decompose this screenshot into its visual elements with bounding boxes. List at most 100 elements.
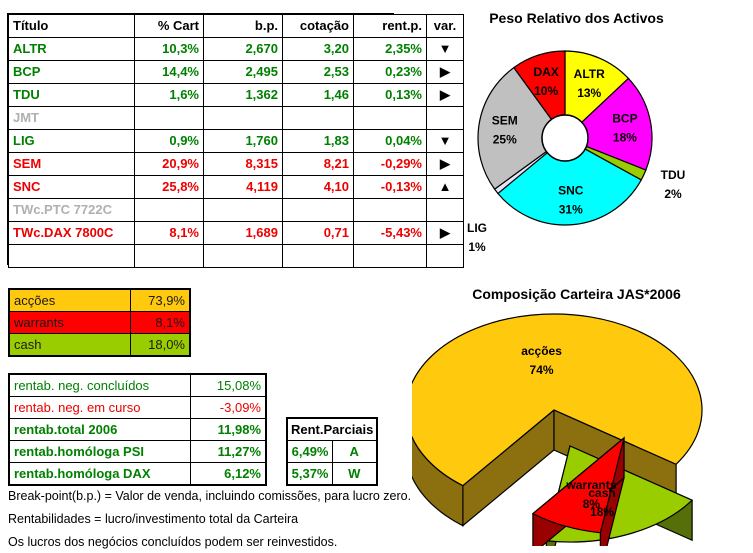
donut-label-value-dax: 10% bbox=[534, 84, 558, 98]
cell-break-point: 1,689 bbox=[203, 221, 283, 245]
donut-label-value-snc: 31% bbox=[559, 203, 583, 217]
allocation-table[interactable]: acções 73,9% warrants 8,1% cash 18,0% bbox=[8, 288, 191, 357]
cell-titulo: TDU bbox=[8, 83, 135, 107]
cell-rent-potencial bbox=[353, 106, 427, 130]
cell-titulo: ALTR bbox=[8, 37, 135, 61]
column-header-cotacao[interactable]: cotação bbox=[282, 14, 354, 38]
cell-titulo: SEM bbox=[8, 152, 135, 176]
cell-titulo bbox=[8, 244, 135, 268]
partial-return-value: 5,37% bbox=[286, 462, 333, 486]
returns-label: rentab.homóloga PSI bbox=[8, 440, 191, 463]
allocation-row[interactable]: warrants 8,1% bbox=[8, 311, 191, 334]
table-header-row: Título % Cart b.p. cotação rent.p. var. bbox=[8, 14, 464, 38]
cell-titulo: LIG bbox=[8, 129, 135, 153]
footnote-rentabilidades: Rentabilidades = lucro/investimento tota… bbox=[8, 512, 299, 526]
cell-percent-carteira: 10,3% bbox=[134, 37, 204, 61]
donut-slice-labels: ALTR 13% BCP 18% TDU 2% SNC 31% LIG 1% SEM 25% DAX 10… bbox=[467, 65, 685, 254]
table-row[interactable]: TWc.PTC 7722C bbox=[8, 198, 464, 222]
cell-cotacao bbox=[282, 244, 354, 268]
holdings-table[interactable]: Título % Cart b.p. cotação rent.p. var. … bbox=[8, 14, 464, 268]
table-row[interactable] bbox=[8, 244, 464, 268]
pie3d-label-value-warrants: 8% bbox=[583, 497, 601, 511]
cell-break-point: 2,495 bbox=[203, 60, 283, 84]
returns-label: rentab.total 2006 bbox=[8, 418, 191, 441]
cell-titulo: SNC bbox=[8, 175, 135, 199]
donut-label-value-sem: 25% bbox=[493, 132, 517, 146]
donut-label-value-altr: 13% bbox=[577, 86, 601, 100]
donut-label-name-snc: SNC bbox=[558, 184, 584, 198]
donut-label-name-bcp: BCP bbox=[612, 112, 637, 126]
returns-label: rentab.homóloga DAX bbox=[8, 462, 191, 486]
cell-break-point bbox=[203, 244, 283, 268]
partials-header-label: Rent.Parciais bbox=[286, 417, 378, 441]
cell-rent-potencial: 0,13% bbox=[353, 83, 427, 107]
cell-break-point: 4,119 bbox=[203, 175, 283, 199]
returns-row[interactable]: rentab.homóloga PSI 11,27% bbox=[8, 440, 267, 463]
cell-cotacao: 1,46 bbox=[282, 83, 354, 107]
cell-rent-potencial bbox=[353, 244, 427, 268]
cell-titulo: BCP bbox=[8, 60, 135, 84]
table-row[interactable]: ALTR 10,3% 2,670 3,20 2,35% ▼ bbox=[8, 37, 464, 61]
column-header-bp[interactable]: b.p. bbox=[203, 14, 283, 38]
donut-label-name-dax: DAX bbox=[533, 65, 558, 79]
table-row[interactable]: BCP 14,4% 2,495 2,53 0,23% ▶ bbox=[8, 60, 464, 84]
column-header-var[interactable]: var. bbox=[426, 14, 464, 38]
footnote-break-point: Break-point(b.p.) = Valor de venda, incl… bbox=[8, 489, 412, 503]
footnote-lucros: Os lucros dos negócios concluídos podem … bbox=[8, 535, 338, 549]
column-header-cart[interactable]: % Cart bbox=[134, 14, 204, 38]
returns-row[interactable]: rentab.total 2006 11,98% bbox=[8, 418, 267, 441]
pie3d-slice-top bbox=[412, 313, 703, 487]
pie3d-slice-warrants[interactable] bbox=[531, 436, 626, 546]
cell-rent-potencial: -0,13% bbox=[353, 175, 427, 199]
donut-label-name-tdu: TDU bbox=[661, 168, 686, 182]
table-row[interactable]: TDU 1,6% 1,362 1,46 0,13% ▶ bbox=[8, 83, 464, 107]
allocation-row[interactable]: acções 73,9% bbox=[8, 288, 191, 312]
cell-titulo: TWc.DAX 7800C bbox=[8, 221, 135, 245]
pie3d-chart-title: Composição Carteira JAS*2006 bbox=[472, 286, 681, 302]
allocation-label: warrants bbox=[8, 311, 131, 334]
returns-value: -3,09% bbox=[190, 396, 267, 419]
donut-label-value-tdu: 2% bbox=[664, 187, 682, 201]
partial-return-row[interactable]: 6,49% A bbox=[286, 440, 378, 463]
cell-percent-carteira bbox=[134, 198, 204, 222]
pie3d-label-name-acções: acções bbox=[521, 344, 562, 358]
allocation-row[interactable]: cash 18,0% bbox=[8, 333, 191, 357]
returns-row[interactable]: rentab. neg. em curso -3,09% bbox=[8, 396, 267, 419]
partial-return-value: 6,49% bbox=[286, 440, 333, 463]
cell-percent-carteira: 0,9% bbox=[134, 129, 204, 153]
donut-label-name-sem: SEM bbox=[492, 113, 518, 127]
table-row[interactable]: TWc.DAX 7800C 8,1% 1,689 0,71 -5,43% ▶ bbox=[8, 221, 464, 245]
cell-break-point: 2,670 bbox=[203, 37, 283, 61]
cell-cotacao: 0,71 bbox=[282, 221, 354, 245]
pie3d-label-name-cash: cash bbox=[588, 486, 615, 500]
cell-cotacao: 4,10 bbox=[282, 175, 354, 199]
donut-label-value-lig: 1% bbox=[468, 240, 486, 254]
table-row[interactable]: SEM 20,9% 8,315 8,21 -0,29% ▶ bbox=[8, 152, 464, 176]
returns-row[interactable]: rentab.homóloga DAX 6,12% bbox=[8, 462, 267, 486]
returns-value: 11,27% bbox=[190, 440, 267, 463]
partial-return-row[interactable]: 5,37% W bbox=[286, 462, 378, 486]
allocation-value: 8,1% bbox=[130, 311, 191, 334]
partial-returns-table[interactable]: Rent.Parciais 6,49% A 5,37% W bbox=[286, 417, 378, 486]
column-header-titulo[interactable]: Título bbox=[8, 14, 135, 38]
table-row[interactable]: JMT bbox=[8, 106, 464, 130]
table-row[interactable]: LIG 0,9% 1,760 1,83 0,04% ▼ bbox=[8, 129, 464, 153]
returns-table[interactable]: rentab. neg. concluídos 15,08% rentab. neg… bbox=[8, 373, 267, 486]
returns-row[interactable]: rentab. neg. concluídos 15,08% bbox=[8, 373, 267, 397]
returns-value: 6,12% bbox=[190, 462, 267, 486]
partial-return-tag: W bbox=[331, 462, 378, 486]
cell-cotacao bbox=[282, 198, 354, 222]
pie3d-label-value-cash: 18% bbox=[590, 505, 614, 519]
composicao-carteira-pie3d-chart[interactable]: acções 74% cash 18% warrants 8% bbox=[412, 306, 742, 546]
returns-label: rentab. neg. concluídos bbox=[8, 373, 191, 397]
cell-percent-carteira: 25,8% bbox=[134, 175, 204, 199]
pie3d-slices bbox=[412, 313, 703, 546]
table-row[interactable]: SNC 25,8% 4,119 4,10 -0,13% ▲ bbox=[8, 175, 464, 199]
allocation-value: 18,0% bbox=[130, 333, 191, 357]
cell-percent-carteira: 14,4% bbox=[134, 60, 204, 84]
cell-variacao-arrow-icon: ▼ bbox=[426, 37, 464, 61]
cell-rent-potencial: -0,29% bbox=[353, 152, 427, 176]
peso-relativo-donut-chart[interactable]: ALTR 13% BCP 18% TDU 2% SNC 31% LIG 1% SEM 25% DAX 10… bbox=[440, 28, 690, 273]
returns-value: 11,98% bbox=[190, 418, 267, 441]
cell-rent-potencial: 2,35% bbox=[353, 37, 427, 61]
